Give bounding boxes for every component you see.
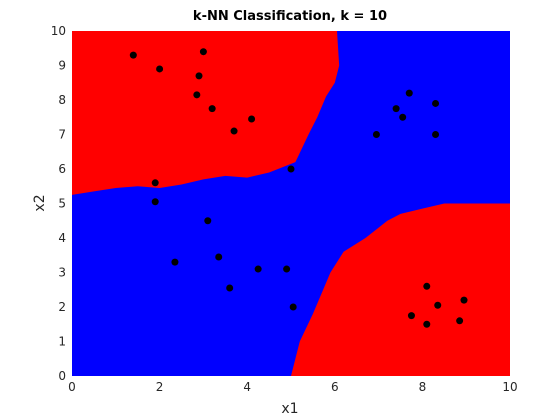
chart-title: k-NN Classification, k = 10 (193, 9, 387, 24)
x-tick-label: 4 (243, 380, 251, 394)
y-tick-label: 0 (58, 369, 66, 383)
data-point (193, 91, 200, 98)
x-tick-label: 6 (331, 380, 339, 394)
data-point (399, 114, 406, 121)
y-tick-label: 6 (58, 162, 66, 176)
data-point (288, 166, 295, 173)
data-point (406, 90, 413, 97)
data-point (423, 283, 430, 290)
data-point (255, 266, 262, 273)
data-point (231, 128, 238, 135)
data-point (408, 312, 415, 319)
x-axis-label: x1 (281, 401, 298, 417)
data-point (283, 266, 290, 273)
data-point (152, 179, 159, 186)
y-tick-label: 1 (58, 335, 66, 349)
data-point (152, 198, 159, 205)
data-point (200, 48, 207, 55)
y-tick-label: 8 (58, 93, 66, 107)
data-point (456, 317, 463, 324)
y-tick-label: 2 (58, 300, 66, 314)
data-point (461, 297, 468, 304)
data-point (196, 72, 203, 79)
data-point (434, 302, 441, 309)
y-axis-label: x2 (32, 194, 48, 211)
x-tick-label: 8 (419, 380, 427, 394)
data-point (373, 131, 380, 138)
data-point (130, 52, 137, 59)
data-point (423, 321, 430, 328)
data-point (204, 217, 211, 224)
data-point (393, 105, 400, 112)
data-point (209, 105, 216, 112)
y-tick-label: 4 (58, 231, 66, 245)
x-tick-label: 2 (156, 380, 164, 394)
y-tick-label: 5 (58, 197, 66, 211)
y-tick-label: 7 (58, 128, 66, 142)
data-point (156, 65, 163, 72)
data-point (171, 259, 178, 266)
x-tick-label: 10 (502, 380, 517, 394)
plot-area (72, 31, 510, 376)
y-tick-label: 3 (58, 266, 66, 280)
y-tick-label: 9 (58, 59, 66, 73)
data-point (226, 285, 233, 292)
data-point (432, 131, 439, 138)
y-tick-label: 10 (51, 24, 66, 38)
data-point (432, 100, 439, 107)
x-tick-label: 0 (68, 380, 76, 394)
data-point (248, 115, 255, 122)
y-axis-ticks: 0 1 2 3 4 5 6 7 8 9 10 (51, 24, 66, 383)
data-point (290, 304, 297, 311)
x-axis-ticks: 0 2 4 6 8 10 (68, 380, 517, 394)
data-point (215, 253, 222, 260)
